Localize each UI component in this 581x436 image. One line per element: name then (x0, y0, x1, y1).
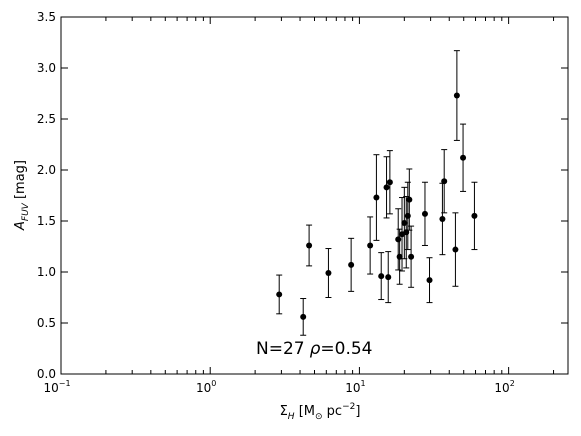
data-point (386, 179, 393, 186)
x-tick-label: 10−1 (43, 379, 70, 395)
data-points (276, 50, 478, 336)
data-point (452, 246, 459, 253)
plot-frame (60, 16, 569, 375)
data-point (460, 154, 467, 161)
x-axis-label-close: ] (355, 404, 360, 419)
x-axis-label-units-open: [M (295, 404, 315, 419)
x-tick-label-base: 10 (345, 381, 360, 395)
data-point (367, 242, 374, 249)
sample-size-text: N=27 (256, 339, 305, 359)
x-axis-label-units: pc (323, 404, 343, 419)
data-point (404, 212, 411, 219)
y-axis-label-symbol: A (13, 221, 28, 231)
y-tick-label: 2.5 (37, 112, 56, 126)
y-tick-label: 3.5 (37, 10, 56, 24)
y-tick-label: 2.0 (37, 163, 56, 177)
x-tick-label-exponent: 2 (510, 379, 515, 388)
data-point (385, 274, 392, 281)
data-point (383, 184, 390, 191)
x-tick-label-base: 10 (43, 381, 58, 395)
x-tick-label-exponent: 1 (361, 379, 366, 388)
y-tick-label: 0.5 (37, 316, 56, 330)
rho-symbol: ρ (310, 339, 321, 359)
x-tick-label-base: 10 (494, 381, 509, 395)
data-point (348, 261, 355, 268)
data-point (300, 313, 307, 320)
x-tick-label-exponent: 0 (211, 379, 216, 388)
data-point (453, 92, 460, 99)
x-tick-label: 101 (345, 379, 365, 395)
data-point (373, 194, 380, 201)
x-tick-label-exponent: −1 (59, 379, 71, 388)
y-axis-label-subscript: FUV (21, 202, 31, 221)
y-axis-label-units: [mag] (13, 160, 28, 203)
data-point (395, 236, 402, 243)
y-tick-label: 0.0 (37, 367, 56, 381)
data-point (325, 270, 332, 277)
data-point (439, 215, 446, 222)
data-point (421, 210, 428, 217)
data-point (396, 253, 403, 260)
x-axis-label-symbol: Σ (280, 404, 288, 419)
rho-value: =0.54 (320, 339, 372, 359)
data-point (441, 178, 448, 185)
y-tick-label: 1.0 (37, 265, 56, 279)
stats-annotation: N=27 ρ=0.54 (256, 339, 373, 359)
x-axis-label-exponent: −2 (342, 402, 355, 412)
data-point (306, 242, 313, 249)
x-axis-label-subscript: H (288, 412, 295, 422)
y-tick-label: 1.5 (37, 214, 56, 228)
data-point (408, 253, 415, 260)
data-point (378, 273, 385, 280)
data-point (276, 291, 283, 298)
data-point (426, 277, 433, 284)
data-point (406, 196, 413, 203)
y-axis-label: AFUV [mag] (13, 160, 31, 231)
x-axis-label: ΣH [M⊙ pc−2] (280, 402, 361, 422)
axis-ticks (60, 16, 568, 375)
x-axis-label-sun-symbol: ⊙ (315, 412, 323, 422)
x-tick-label: 102 (494, 379, 514, 395)
x-tick-label-base: 10 (196, 381, 211, 395)
y-tick-label: 3.0 (37, 61, 56, 75)
x-tick-label: 100 (196, 379, 216, 395)
data-point (471, 212, 478, 219)
